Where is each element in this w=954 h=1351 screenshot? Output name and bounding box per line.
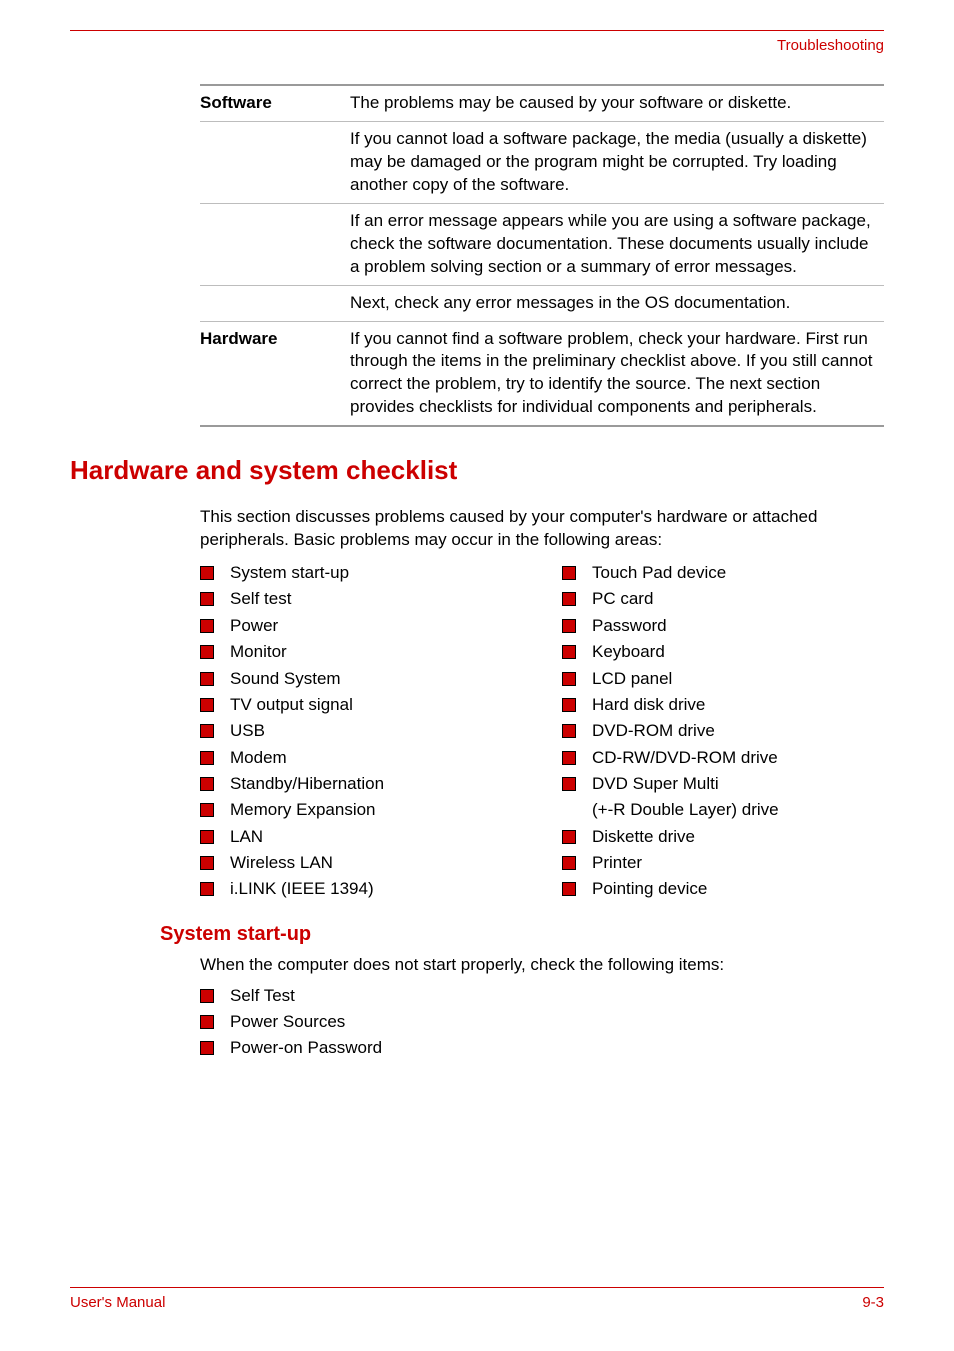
list-item: Power Sources: [200, 1009, 884, 1035]
list-item: LAN: [200, 824, 522, 850]
list-item: System start-up: [200, 560, 522, 586]
list-item: PC card: [562, 586, 884, 612]
section-heading: Hardware and system checklist: [70, 455, 884, 486]
list-item: Memory Expansion: [200, 797, 522, 823]
list-item: Standby/Hibernation: [200, 771, 522, 797]
subsection-heading: System start-up: [160, 923, 884, 946]
subsection: System start-up: [160, 903, 884, 954]
table-row: Next, check any error messages in the OS…: [200, 285, 884, 321]
list-item: Monitor: [200, 639, 522, 665]
list-item: Touch Pad device: [562, 560, 884, 586]
list-item: Modem: [200, 745, 522, 771]
table-row: Software The problems may be caused by y…: [200, 85, 884, 121]
list-item: Keyboard: [562, 639, 884, 665]
list-item: Password: [562, 613, 884, 639]
list-item: CD-RW/DVD-ROM drive: [562, 745, 884, 771]
list-item: DVD Super Multi (+-R Double Layer) drive: [562, 771, 884, 824]
list-item: i.LINK (IEEE 1394): [200, 876, 522, 902]
row-text: If an error message appears while you ar…: [350, 203, 884, 285]
row-text: Next, check any error messages in the OS…: [350, 285, 884, 321]
page: Troubleshooting Software The problems ma…: [0, 0, 954, 1351]
row-label: [200, 285, 350, 321]
list-item: Power-on Password: [200, 1035, 884, 1061]
list-item: Pointing device: [562, 876, 884, 902]
footer: User's Manual 9-3: [70, 1247, 884, 1351]
section-intro: This section discusses problems caused b…: [200, 506, 884, 552]
row-text: If you cannot load a software package, t…: [350, 121, 884, 203]
subsection-list: Self Test Power Sources Power-on Passwor…: [200, 983, 884, 1062]
row-label: [200, 121, 350, 203]
list-item: Printer: [562, 850, 884, 876]
footer-left: User's Manual: [70, 1294, 165, 1311]
row-label: Software: [200, 85, 350, 121]
list-item: Sound System: [200, 666, 522, 692]
header-rule: [70, 30, 884, 31]
list-item: Self test: [200, 586, 522, 612]
footer-row: User's Manual 9-3: [70, 1294, 884, 1311]
info-table: Software The problems may be caused by y…: [200, 84, 884, 427]
list-item: Self Test: [200, 983, 884, 1009]
row-label: Hardware: [200, 321, 350, 426]
breadcrumb: Troubleshooting: [70, 37, 884, 54]
section-body: This section discusses problems caused b…: [200, 506, 884, 902]
subsection-body: When the computer does not start properl…: [200, 954, 884, 1062]
list-item: Power: [200, 613, 522, 639]
list-item: Hard disk drive: [562, 692, 884, 718]
row-text: The problems may be caused by your softw…: [350, 85, 884, 121]
table-row: If an error message appears while you ar…: [200, 203, 884, 285]
checklist: System start-up Self test Power Monitor …: [200, 560, 522, 902]
list-item: LCD panel: [562, 666, 884, 692]
footer-rule: [70, 1287, 884, 1288]
list-item: DVD-ROM drive: [562, 718, 884, 744]
table-row: Hardware If you cannot find a software p…: [200, 321, 884, 426]
row-label: [200, 203, 350, 285]
list-item: TV output signal: [200, 692, 522, 718]
row-text: If you cannot find a software problem, c…: [350, 321, 884, 426]
checklist-columns: System start-up Self test Power Monitor …: [200, 560, 884, 902]
list-item: Diskette drive: [562, 824, 884, 850]
checklist-left: System start-up Self test Power Monitor …: [200, 560, 522, 902]
footer-right: 9-3: [862, 1294, 884, 1311]
list-item: USB: [200, 718, 522, 744]
table-row: If you cannot load a software package, t…: [200, 121, 884, 203]
list-item: Wireless LAN: [200, 850, 522, 876]
subsection-intro: When the computer does not start properl…: [200, 954, 884, 977]
checklist: Touch Pad device PC card Password Keyboa…: [562, 560, 884, 902]
content: Software The problems may be caused by y…: [200, 84, 884, 427]
checklist-right: Touch Pad device PC card Password Keyboa…: [562, 560, 884, 902]
